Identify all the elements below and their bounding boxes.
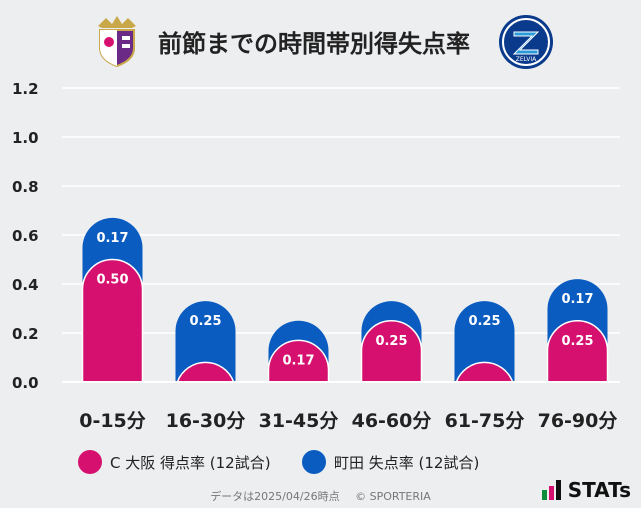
legend-swatch-cerezo — [78, 450, 102, 474]
y-tick-label: 0.6 — [12, 227, 39, 245]
data-date: データは2025/04/26時点 — [210, 490, 340, 503]
bar-cerezo-score — [176, 361, 235, 383]
x-tick-label: 76-90分 — [538, 410, 618, 432]
data-label-machida: 0.25 — [189, 314, 221, 329]
chart-area: 0.0 0.2 0.4 0.6 0.8 1.0 1.2 0.50 0.17 0-15分 0.25 16… — [12, 80, 620, 432]
footer: データは2025/04/26時点 © SPORTERIA — [0, 488, 641, 504]
bar-cerezo-score — [267, 339, 330, 383]
y-tick-label: 0.0 — [12, 374, 39, 392]
bar-cerezo-score — [455, 361, 514, 383]
y-tick-label: 0.4 — [12, 276, 39, 294]
data-label-cerezo: 0.17 — [282, 353, 314, 368]
x-tick-label: 46-60分 — [352, 410, 432, 432]
chart-title: 前節までの時間帯別得失点率 — [158, 30, 470, 58]
legend-swatch-machida — [302, 450, 326, 474]
y-tick-label: 1.0 — [12, 129, 39, 147]
x-tick-label: 31-45分 — [259, 410, 339, 432]
copyright: © SPORTERIA — [355, 490, 431, 503]
y-tick-label: 0.2 — [12, 325, 39, 343]
zelvia-logo: ZELVIA — [499, 15, 553, 69]
x-tick-label: 16-30分 — [166, 410, 246, 432]
bar-machida-concede — [454, 301, 515, 382]
bar-cerezo-score — [81, 258, 144, 383]
data-label-cerezo: 0.25 — [561, 334, 593, 349]
data-label-machida: 0.17 — [561, 292, 593, 307]
data-label-machida: 0.25 — [468, 314, 500, 329]
data-label-cerezo: 0.50 — [96, 273, 128, 288]
stats-bars-icon — [541, 480, 561, 500]
legend-label-cerezo: C 大阪 得点率 (12試合) — [110, 453, 271, 472]
y-tick-label: 1.2 — [12, 80, 39, 98]
data-label-cerezo: 0.25 — [375, 334, 407, 349]
y-tick-label: 0.8 — [12, 178, 39, 196]
legend-item-cerezo: C 大阪 得点率 (12試合) — [78, 450, 271, 474]
legend-item-machida: 町田 失点率 (12試合) — [302, 450, 479, 474]
chart-header: 前節までの時間帯別得失点率 ZELVIA — [0, 0, 641, 80]
legend-label-machida: 町田 失点率 (12試合) — [334, 453, 480, 472]
x-tick-label: 61-75分 — [445, 410, 525, 432]
stats-label: STATs — [567, 478, 631, 502]
stats-brand: STATs — [541, 478, 631, 502]
svg-text:ZELVIA: ZELVIA — [516, 56, 537, 63]
data-label-machida: 0.17 — [96, 231, 128, 246]
bar-cerezo-score — [546, 320, 609, 383]
x-tick-label: 0-15分 — [79, 410, 146, 432]
cerezo-osaka-logo — [98, 16, 136, 68]
bar-cerezo-score — [360, 320, 423, 383]
legend: C 大阪 得点率 (12試合) 町田 失点率 (12試合) — [0, 448, 641, 476]
bar-machida-concede — [175, 301, 236, 382]
